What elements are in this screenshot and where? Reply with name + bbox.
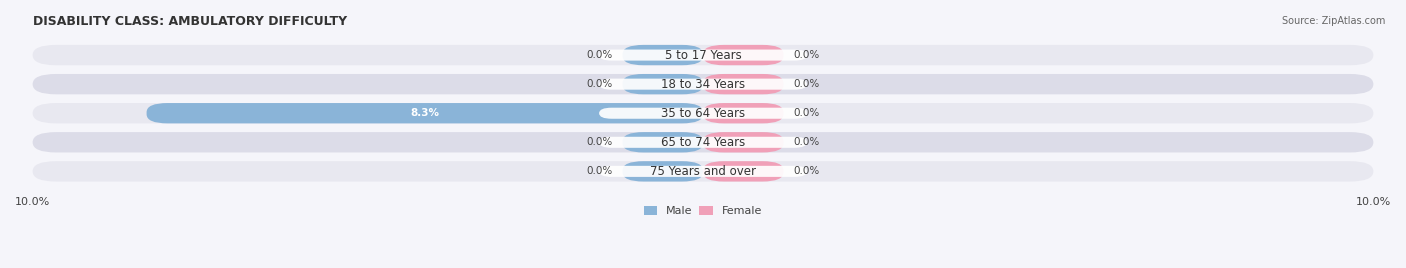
Legend: Male, Female: Male, Female [640, 201, 766, 221]
FancyBboxPatch shape [32, 74, 1374, 94]
FancyBboxPatch shape [623, 161, 703, 181]
Text: 35 to 64 Years: 35 to 64 Years [661, 107, 745, 120]
Text: 8.3%: 8.3% [411, 108, 439, 118]
Text: 5 to 17 Years: 5 to 17 Years [665, 49, 741, 62]
FancyBboxPatch shape [599, 50, 807, 61]
Text: Source: ZipAtlas.com: Source: ZipAtlas.com [1281, 16, 1385, 26]
Text: 0.0%: 0.0% [793, 50, 820, 60]
FancyBboxPatch shape [32, 161, 1374, 181]
Text: 0.0%: 0.0% [793, 166, 820, 176]
FancyBboxPatch shape [703, 74, 783, 94]
Text: 0.0%: 0.0% [586, 137, 613, 147]
Text: 75 Years and over: 75 Years and over [650, 165, 756, 178]
FancyBboxPatch shape [599, 166, 807, 177]
Text: DISABILITY CLASS: AMBULATORY DIFFICULTY: DISABILITY CLASS: AMBULATORY DIFFICULTY [32, 15, 347, 28]
FancyBboxPatch shape [32, 103, 1374, 123]
FancyBboxPatch shape [703, 161, 783, 181]
FancyBboxPatch shape [703, 132, 783, 152]
Text: 0.0%: 0.0% [586, 79, 613, 89]
FancyBboxPatch shape [32, 45, 1374, 65]
FancyBboxPatch shape [703, 45, 783, 65]
FancyBboxPatch shape [32, 132, 1374, 152]
Text: 18 to 34 Years: 18 to 34 Years [661, 78, 745, 91]
FancyBboxPatch shape [623, 45, 703, 65]
Text: 0.0%: 0.0% [586, 50, 613, 60]
Text: 0.0%: 0.0% [586, 166, 613, 176]
FancyBboxPatch shape [599, 108, 807, 119]
FancyBboxPatch shape [599, 137, 807, 148]
Text: 0.0%: 0.0% [793, 79, 820, 89]
FancyBboxPatch shape [623, 132, 703, 152]
Text: 65 to 74 Years: 65 to 74 Years [661, 136, 745, 149]
Text: 0.0%: 0.0% [793, 108, 820, 118]
FancyBboxPatch shape [599, 79, 807, 90]
FancyBboxPatch shape [146, 103, 703, 123]
FancyBboxPatch shape [623, 74, 703, 94]
FancyBboxPatch shape [703, 103, 783, 123]
Text: 0.0%: 0.0% [793, 137, 820, 147]
